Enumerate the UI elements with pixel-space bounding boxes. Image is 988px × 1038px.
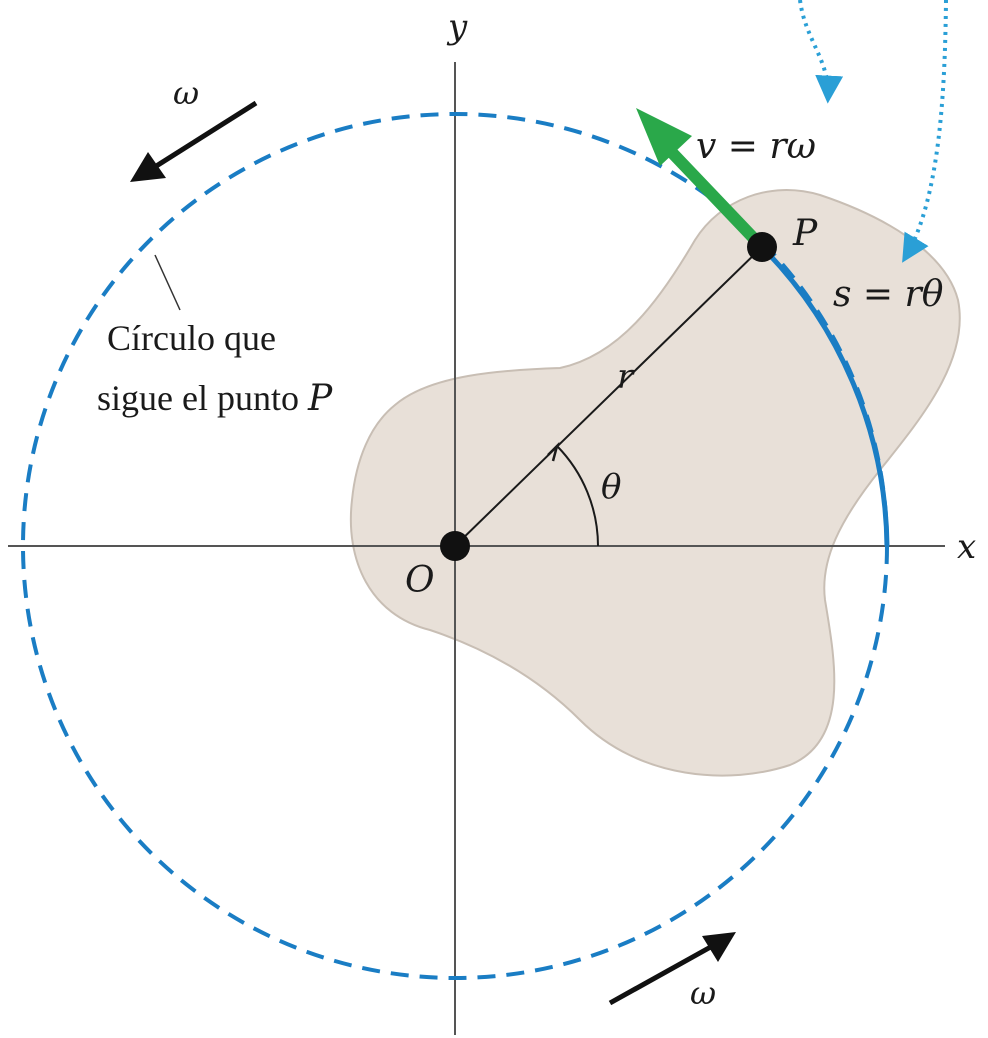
omega-arrow-top-head xyxy=(130,152,166,182)
radius-line xyxy=(454,246,763,547)
circle-caption-line1: Círculo que xyxy=(107,318,276,358)
rigid-body-shape xyxy=(349,189,961,777)
callout-arrow-to-arc xyxy=(902,0,948,263)
arc-length-equation: s = rθ xyxy=(833,274,944,315)
origin-dot xyxy=(440,531,470,561)
angle-arrowhead xyxy=(547,441,560,462)
circle-caption-point: P xyxy=(307,378,333,419)
arc-length-arc xyxy=(760,245,890,547)
velocity-arrow-shaft xyxy=(655,135,767,252)
omega-arrow-bottom-shaft xyxy=(608,941,718,1006)
callout-arrow-to-velocity xyxy=(798,0,844,104)
radius-label: r xyxy=(617,357,635,397)
velocity-formula: = rω xyxy=(716,126,816,167)
circle-caption-line2-text: sigue el punto xyxy=(97,378,308,418)
circle-caption-line2: sigue el punto P xyxy=(97,378,333,419)
arc-length-symbol: s xyxy=(833,274,851,315)
point-p-dot xyxy=(747,232,777,262)
omega-top-label: ω xyxy=(173,74,199,112)
velocity-symbol: v xyxy=(696,126,716,167)
angle-arc xyxy=(556,445,599,547)
velocity-arrowhead xyxy=(636,108,692,166)
angle-label: θ xyxy=(601,467,621,507)
arc-length-formula: = rθ xyxy=(851,274,943,315)
omega-arrow-top-shaft xyxy=(148,100,258,173)
y-axis-label: y xyxy=(446,7,468,47)
caption-leader-line xyxy=(154,254,181,311)
omega-bottom-label: ω xyxy=(690,974,716,1012)
velocity-equation: v = rω xyxy=(696,126,816,167)
omega-arrow-bottom-head xyxy=(702,932,736,962)
x-axis-label: x xyxy=(957,527,976,567)
origin-label: O xyxy=(405,560,435,601)
point-p-label: P xyxy=(792,213,818,254)
